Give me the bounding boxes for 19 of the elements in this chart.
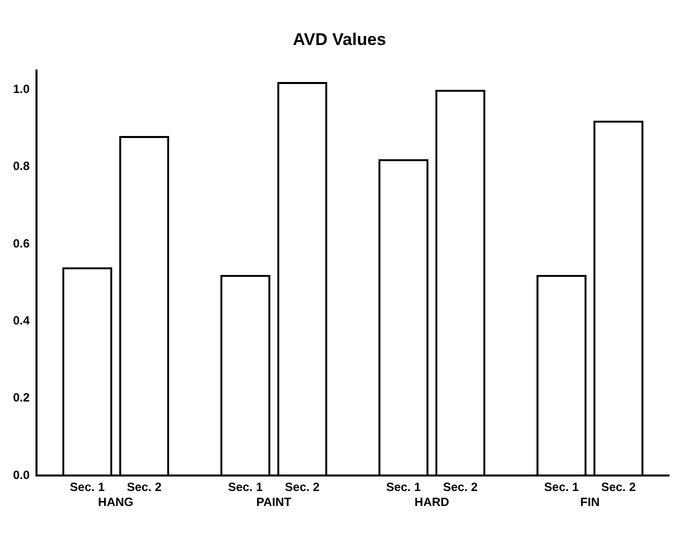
y-tick-label: 0.6 bbox=[12, 236, 30, 250]
series-label: Sec. 1 bbox=[70, 480, 105, 494]
chart-title: AVD Values bbox=[292, 30, 386, 49]
x-tick-label: HANG bbox=[98, 495, 134, 510]
y-tick-label: 0.4 bbox=[12, 314, 30, 328]
text: Sec. 1 bbox=[386, 480, 421, 494]
series-label: Sec. 2 bbox=[126, 480, 162, 494]
y-tick-label: 1.0 bbox=[12, 82, 30, 96]
x-tick-label: PAINT bbox=[256, 495, 292, 510]
y-tick-label: 0.0 bbox=[12, 468, 30, 482]
text: Sec. 2 bbox=[601, 480, 636, 494]
x-tick-label: FIN bbox=[580, 495, 600, 510]
text: Sec. 2 bbox=[284, 480, 320, 494]
y-tick-label: 0.8 bbox=[12, 159, 30, 174]
text: Sec. 2 bbox=[442, 480, 478, 494]
text: Sec. 1 bbox=[544, 480, 579, 494]
x-tick-label: HARD bbox=[414, 495, 450, 510]
y-tick-label: 0.2 bbox=[12, 390, 30, 405]
text: Sec. 1 bbox=[228, 480, 263, 494]
